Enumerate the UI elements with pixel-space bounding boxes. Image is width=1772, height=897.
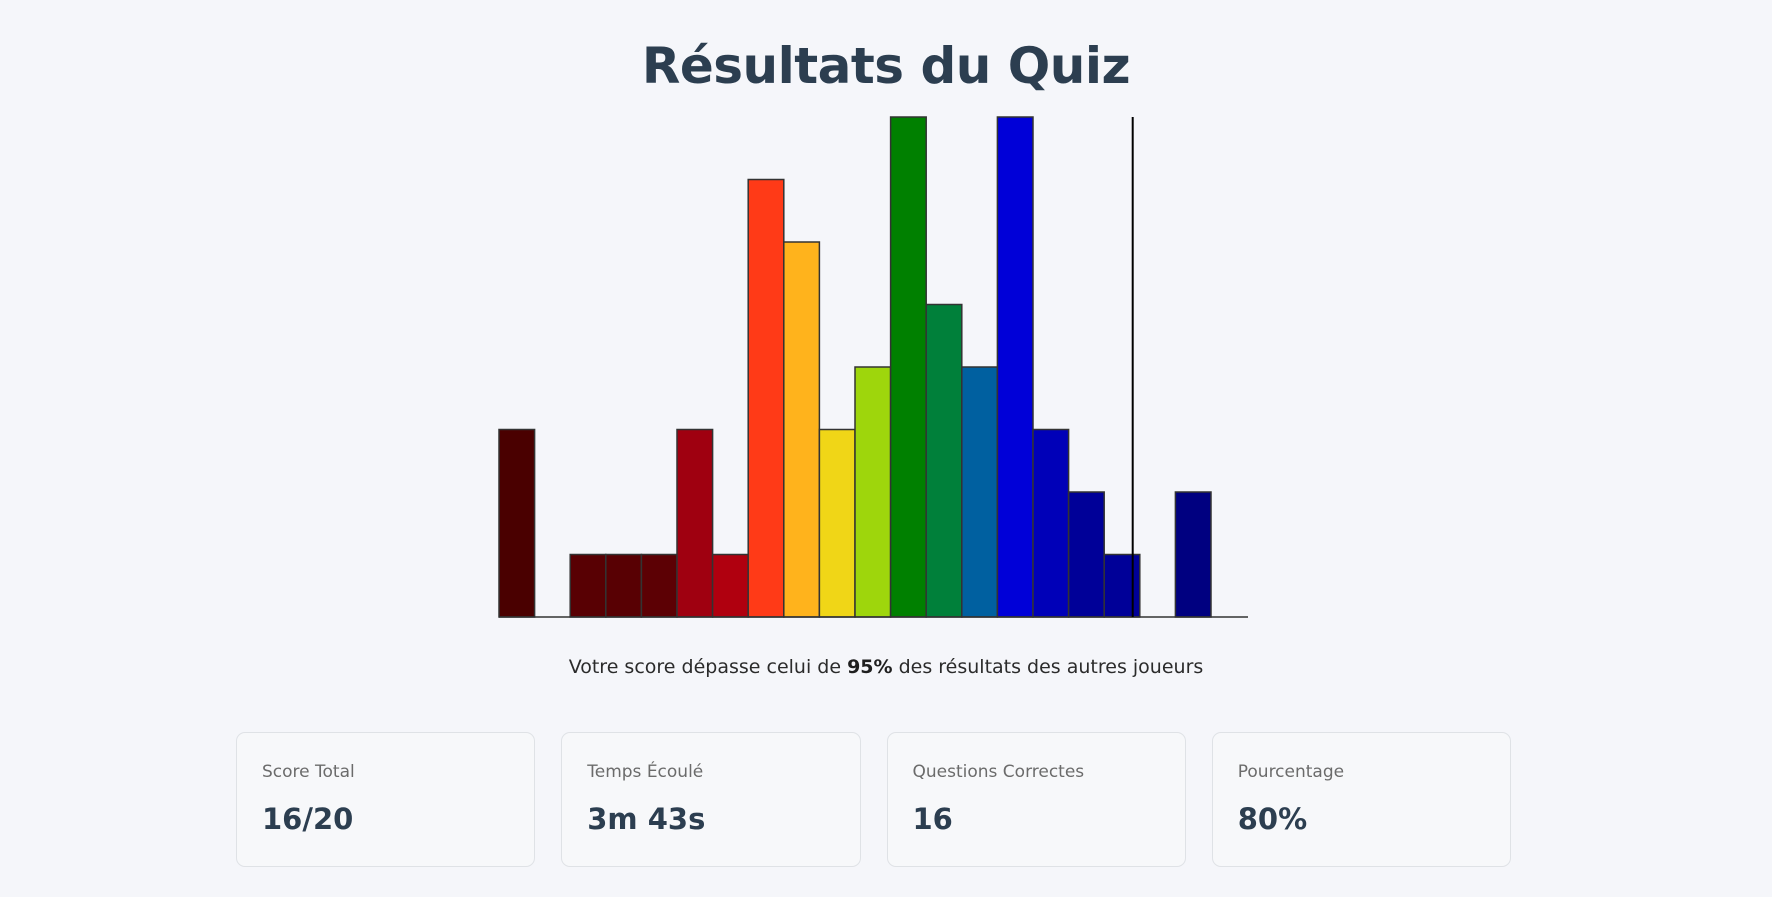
stat-value: 3m 43s [587,802,706,836]
histogram-bar-11 [889,116,927,618]
percentile-suffix: des résultats des autres joueurs [892,656,1204,678]
stat-card-elapsed-time: Temps Écoulé 3m 43s [561,732,861,867]
histogram-bar-6 [711,553,749,618]
page-title: Résultats du Quiz [641,37,1131,95]
histogram-bar-5 [676,428,714,618]
histogram-bar-10 [854,366,892,618]
stat-label: Score Total [262,762,355,782]
histogram-bar-3 [605,553,643,618]
stat-value: 16 [912,802,953,836]
histogram-bar-9 [818,428,856,618]
histogram-bar-7 [747,178,785,618]
histogram-bar-2 [569,553,607,618]
percentile-prefix: Votre score dépasse celui de [568,656,848,678]
stat-card-correct-questions: Questions Correctes 16 [886,732,1186,867]
histogram-bar-12 [925,303,963,618]
percentile-text: Votre score dépasse celui de 95% des rés… [0,653,1772,681]
histogram-bar-4 [640,553,678,618]
histogram-bar-15 [1032,428,1070,618]
histogram-bar-19 [1174,491,1212,618]
stats-grid: Score Total 16/20 Temps Écoulé 3m 43s Qu… [236,732,1511,867]
stat-value: 80% [1237,802,1308,836]
stat-value: 16/20 [262,802,354,836]
histogram-bar-8 [783,241,821,618]
histogram-bar-16 [1067,491,1105,618]
histogram-bar-14 [996,116,1034,618]
histogram-bar-17 [1103,553,1141,618]
stat-label: Temps Écoulé [587,762,704,782]
stat-label: Questions Correctes [912,762,1085,782]
stat-card-score-total: Score Total 16/20 [236,732,536,867]
stat-label: Pourcentage [1237,762,1345,782]
histogram-bar-13 [961,366,999,618]
histogram-bars [498,116,1212,618]
histogram-bar-0 [498,428,536,618]
score-distribution-chart [498,116,1248,618]
stat-card-percentage: Pourcentage 80% [1211,732,1511,867]
percentile-value: 95% [847,656,893,678]
